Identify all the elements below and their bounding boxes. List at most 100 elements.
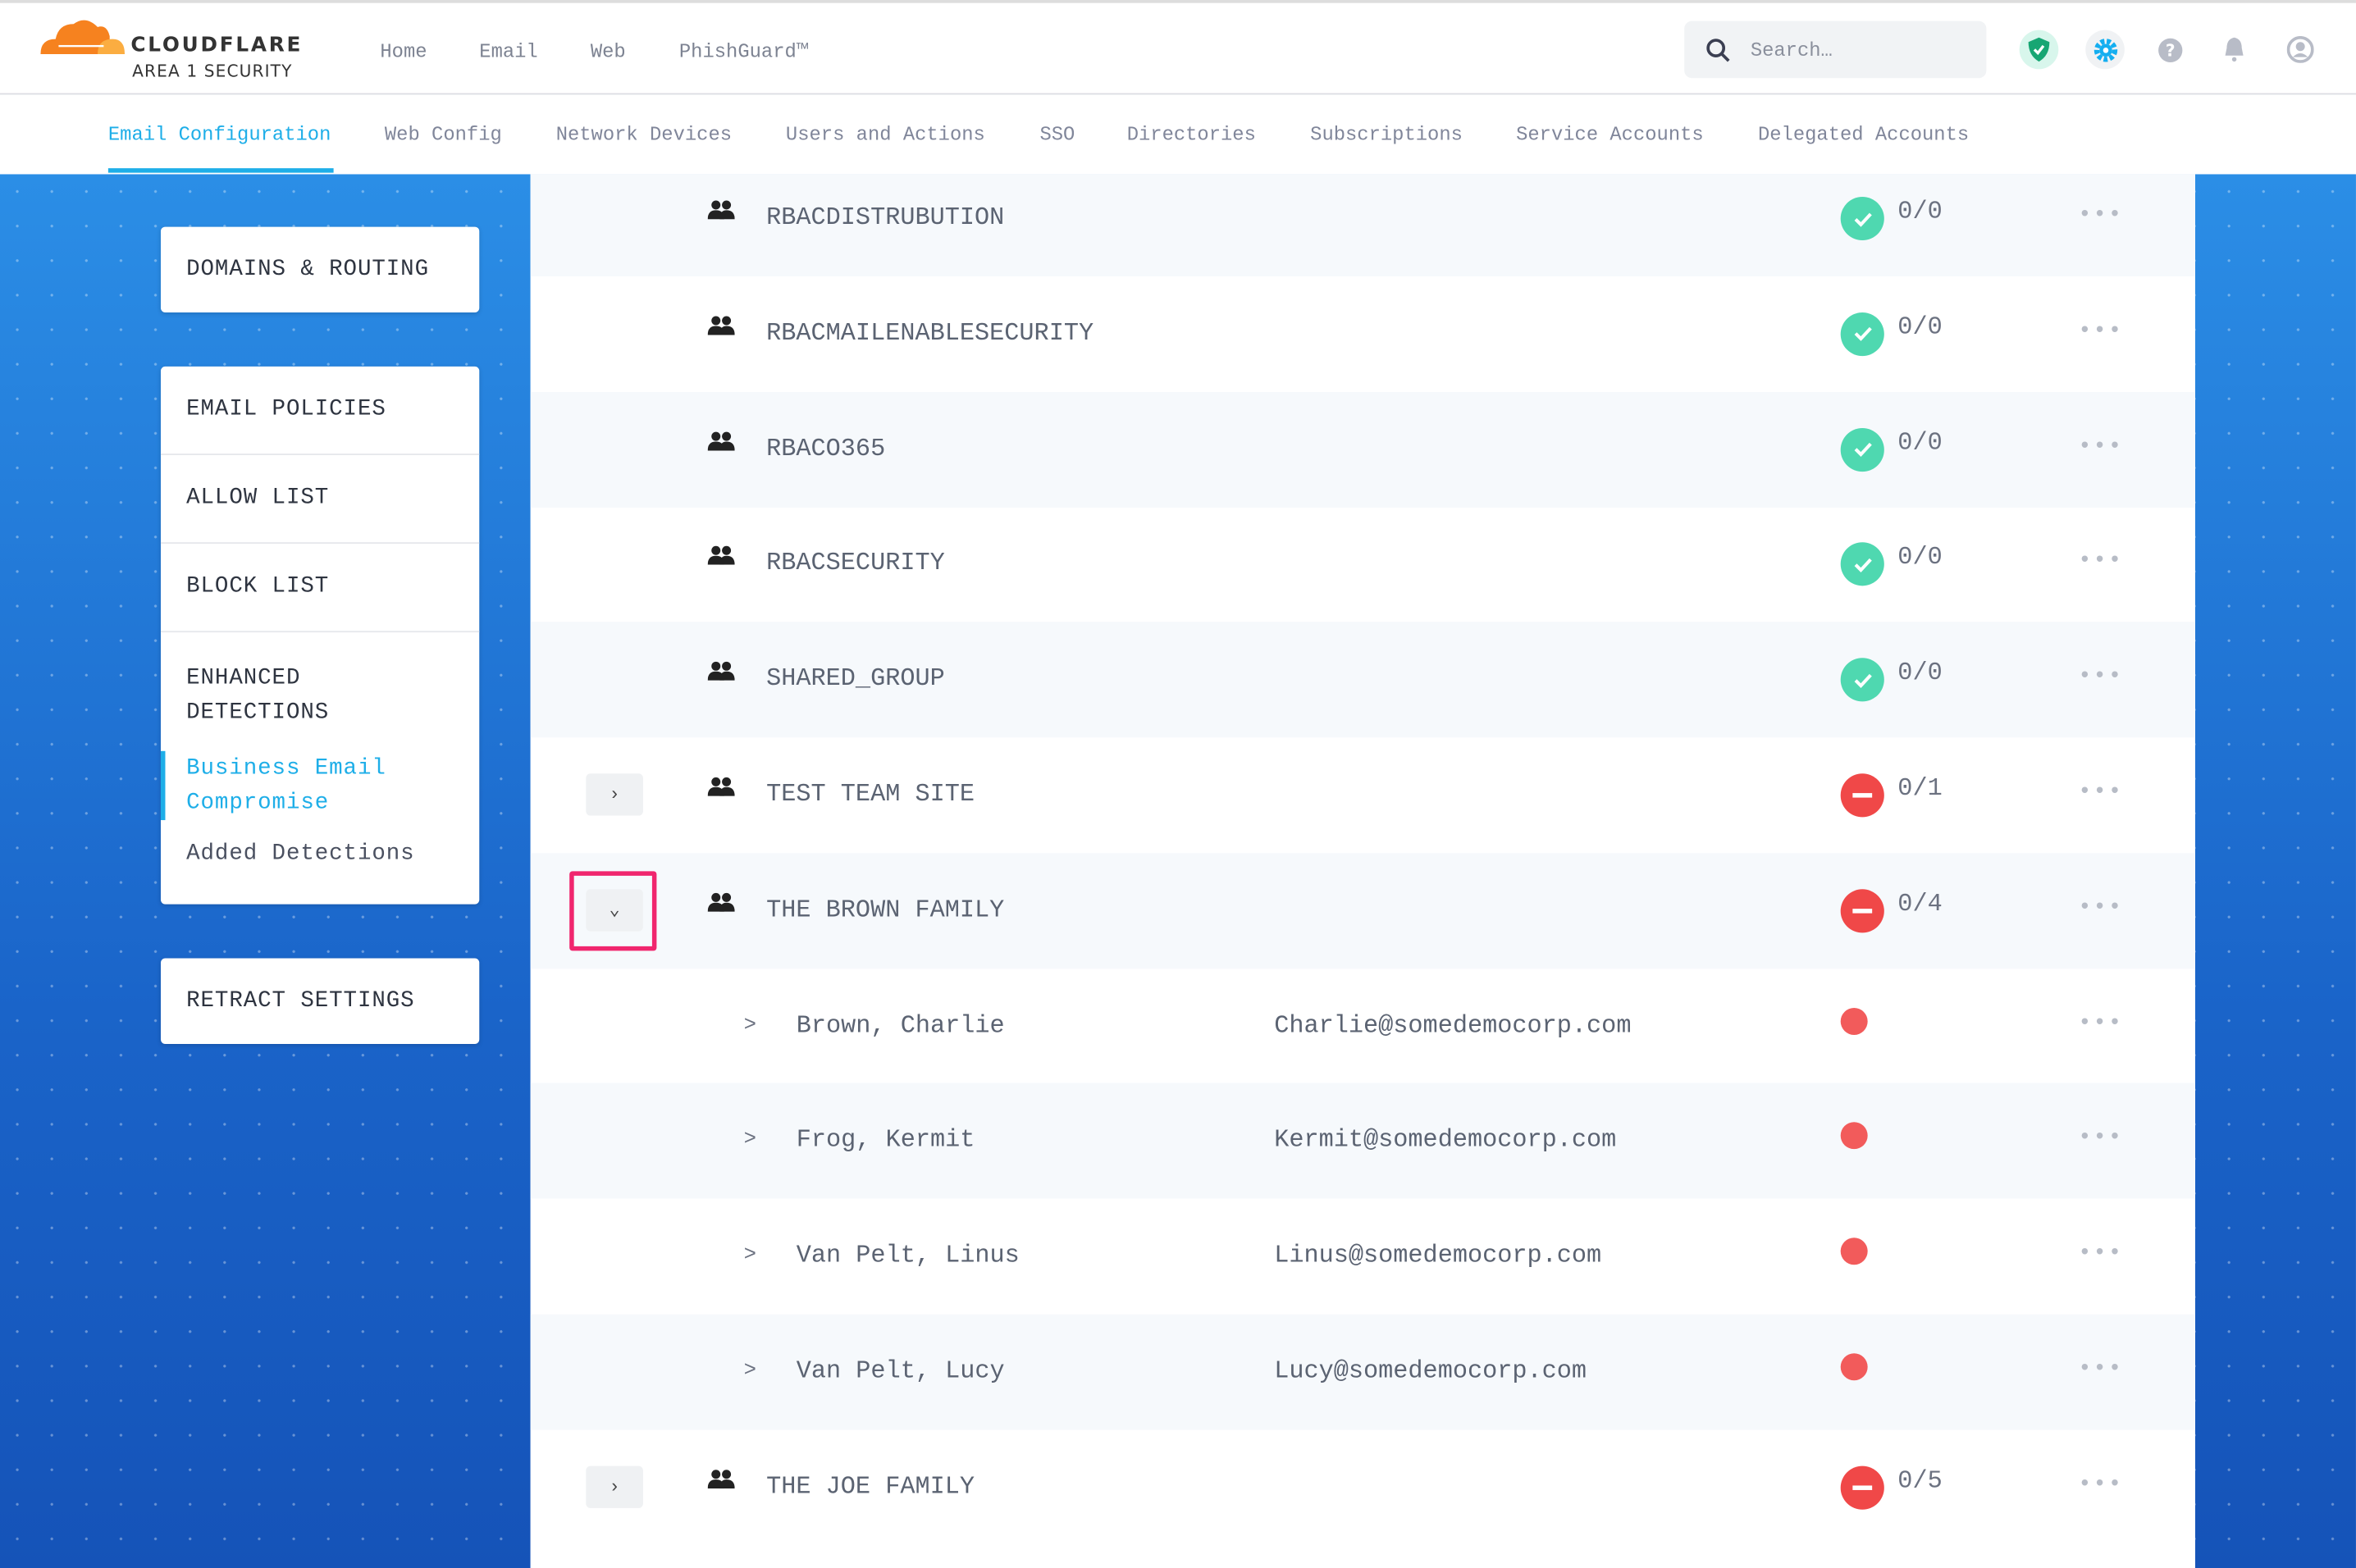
cloudflare-logo[interactable]: CLOUDFLARE AREA 1 SECURITY	[38, 12, 300, 81]
tab-delegated-accounts[interactable]: Delegated Accounts	[1757, 123, 1970, 146]
minus-circle-icon	[1840, 773, 1884, 818]
group-name: RBACMAILENABLESECURITY	[766, 317, 1094, 347]
nav-home[interactable]: Home	[380, 40, 427, 63]
member-count: 0/0	[1897, 196, 1943, 226]
group-row[interactable]: RBACO365 0/0 •••	[530, 391, 2195, 508]
more-options-icon[interactable]: •••	[2078, 1356, 2124, 1383]
member-name: Van Pelt, Lucy	[796, 1356, 1005, 1385]
member-count: 0/0	[1897, 312, 1943, 341]
member-row[interactable]: > Van Pelt, Lucy Lucy@somedemocorp.com •••	[530, 1314, 2195, 1430]
sidebar-item-email-policies[interactable]: EMAIL POLICIES	[160, 367, 480, 455]
shield-check-icon[interactable]	[2019, 30, 2059, 70]
tab-directories[interactable]: Directories	[1126, 123, 1256, 146]
status-dot	[1840, 1122, 1868, 1150]
group-icon	[707, 777, 735, 804]
sidebar-item-added-detections[interactable]: Added Detections	[186, 841, 415, 867]
group-icon	[707, 200, 735, 227]
member-email: Lucy@somedemocorp.com	[1274, 1356, 1587, 1385]
member-row[interactable]: > Brown, Charlie Charlie@somedemocorp.com •…	[531, 969, 2195, 1084]
gear-icon[interactable]	[2085, 30, 2125, 70]
more-options-icon[interactable]: •••	[2078, 1125, 2124, 1151]
sidebar-domains-routing[interactable]: DOMAINS & ROUTING	[160, 226, 480, 312]
more-options-icon[interactable]: •••	[2078, 549, 2124, 575]
group-icon	[707, 892, 735, 919]
search-input[interactable]: Search…	[1684, 21, 1987, 79]
status-dot	[1840, 1238, 1868, 1265]
expand-member-icon[interactable]: >	[743, 1128, 757, 1153]
more-options-icon[interactable]: •••	[2078, 317, 2124, 344]
sidebar-item-enhanced-detections[interactable]: ENHANCED DETECTIONS	[186, 665, 330, 726]
status-dot	[1840, 1353, 1868, 1381]
tab-web-config[interactable]: Web Config	[384, 123, 502, 146]
cloud-icon	[40, 20, 126, 54]
member-email: Charlie@somedemocorp.com	[1274, 1010, 1632, 1039]
group-name: RBACDISTRUBUTION	[766, 203, 1005, 232]
group-row[interactable]: RBACMAILENABLESECURITY 0/0 •••	[531, 276, 2195, 392]
expand-button[interactable]: ›	[586, 1465, 643, 1508]
group-name: RBACSECURITY	[766, 549, 945, 578]
group-row[interactable]: › TEST TEAM SITE 0/1 •••	[531, 737, 2195, 853]
directory-group-list: RBACDISTRUBUTION 0/0 ••• RBACMAILENABLESECU…	[530, 174, 2195, 1568]
collapse-button[interactable]: ⌄	[586, 888, 643, 932]
more-options-icon[interactable]: •••	[2078, 203, 2124, 229]
more-options-icon[interactable]: •••	[2078, 895, 2124, 921]
sidebar-item-block-list[interactable]: BLOCK LIST	[160, 544, 480, 633]
member-email: Kermit@somedemocorp.com	[1274, 1125, 1617, 1155]
group-name: THE JOE FAMILY	[766, 1471, 975, 1501]
group-row[interactable]: SHARED_GROUP 0/0 •••	[530, 622, 2195, 738]
more-options-icon[interactable]: •••	[2078, 1241, 2124, 1267]
sidebar-item-bec[interactable]: Business Email Compromise	[160, 750, 422, 821]
help-icon[interactable]: ?	[2150, 30, 2189, 70]
expand-member-icon[interactable]: >	[743, 1359, 757, 1383]
member-count: 0/0	[1897, 542, 1943, 572]
user-icon[interactable]	[2281, 30, 2320, 70]
tab-service-accounts[interactable]: Service Accounts	[1516, 123, 1704, 146]
nav-phishguard[interactable]: PhishGuard™	[678, 40, 809, 63]
more-options-icon[interactable]: •••	[2078, 1010, 2124, 1037]
group-icon	[707, 661, 735, 688]
check-circle-icon	[1840, 427, 1884, 472]
sidebar-item-allow-list[interactable]: ALLOW LIST	[160, 455, 480, 545]
group-icon	[707, 315, 735, 342]
nav-email[interactable]: Email	[479, 40, 538, 63]
sidebar-retract-settings[interactable]: RETRACT SETTINGS	[160, 958, 480, 1044]
group-name: SHARED_GROUP	[766, 663, 945, 693]
group-icon	[707, 1469, 735, 1496]
group-name: TEST TEAM SITE	[766, 779, 975, 809]
member-count: 0/0	[1897, 658, 1943, 687]
tab-network-devices[interactable]: Network Devices	[555, 123, 733, 146]
minus-circle-icon	[1840, 1465, 1884, 1510]
bell-icon[interactable]	[2215, 30, 2254, 70]
brand-name: CLOUDFLARE	[130, 33, 304, 57]
status-dot	[1840, 1007, 1868, 1035]
tab-email-configuration[interactable]: Email Configuration	[107, 123, 331, 146]
brand-sub: AREA 1 SECURITY	[132, 62, 293, 81]
more-options-icon[interactable]: •••	[2078, 663, 2124, 691]
expand-member-icon[interactable]: >	[743, 1243, 757, 1269]
expand-member-icon[interactable]: >	[743, 1013, 757, 1037]
check-circle-icon	[1840, 196, 1884, 241]
group-row[interactable]: RBACDISTRUBUTION 0/0 •••	[530, 174, 2195, 277]
sidebar-item-label: DOMAINS & ROUTING	[186, 257, 429, 283]
expand-button[interactable]: ›	[586, 773, 643, 816]
group-row[interactable]: ⌄ THE BROWN FAMILY 0/4 •••	[530, 852, 2195, 969]
tab-sso[interactable]: SSO	[1039, 123, 1075, 146]
more-options-icon[interactable]: •••	[2078, 779, 2124, 805]
config-tabs: Email Configuration Web Config Network D…	[0, 96, 2356, 175]
tab-subscriptions[interactable]: Subscriptions	[1310, 123, 1463, 146]
more-options-icon[interactable]: •••	[2078, 1471, 2124, 1497]
group-row[interactable]: RBACSECURITY 0/0 •••	[531, 507, 2195, 622]
group-row[interactable]: › THE JOE FAMILY 0/5 •••	[531, 1429, 2195, 1545]
tab-users-actions[interactable]: Users and Actions	[785, 123, 985, 146]
group-icon	[707, 431, 735, 458]
member-row[interactable]: > Frog, Kermit Kermit@somedemocorp.com •••	[530, 1083, 2195, 1200]
member-row[interactable]: > Van Pelt, Linus Linus@somedemocorp.com ••…	[531, 1199, 2195, 1315]
search-placeholder: Search…	[1750, 39, 1833, 62]
svg-text:?: ?	[2165, 40, 2175, 60]
sidebar-policies-card: EMAIL POLICIES ALLOW LIST BLOCK LIST ENH…	[160, 366, 480, 905]
member-count: 0/5	[1897, 1465, 1943, 1495]
check-circle-icon	[1840, 312, 1884, 356]
more-options-icon[interactable]: •••	[2078, 433, 2124, 459]
member-count: 0/4	[1897, 888, 1943, 918]
nav-web[interactable]: Web	[590, 40, 626, 63]
